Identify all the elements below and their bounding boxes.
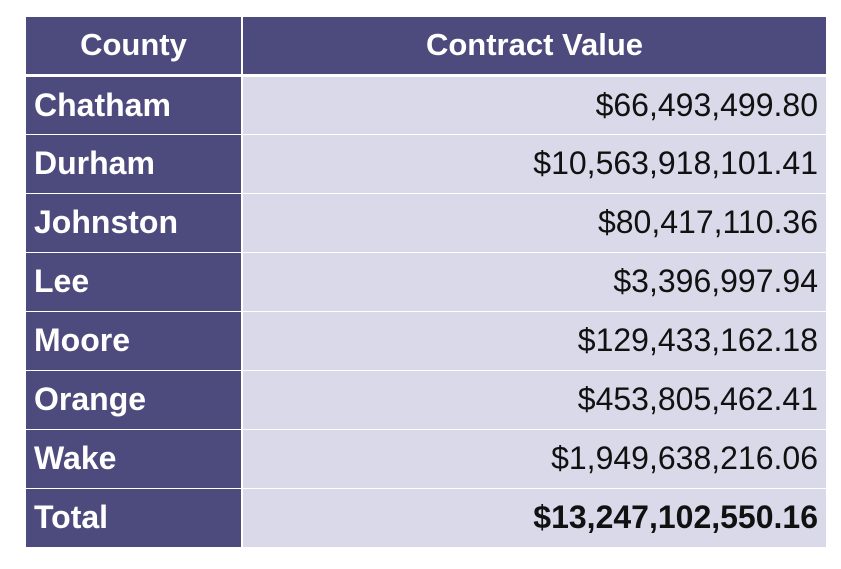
county-cell: Chatham <box>26 75 243 134</box>
county-cell: Durham <box>26 133 243 193</box>
contract-value-table: County Contract Value Chatham $66,493,49… <box>26 17 826 547</box>
county-cell: Johnston <box>26 192 243 252</box>
column-header-contract-value: Contract Value <box>241 17 826 77</box>
column-header-county: County <box>26 17 242 77</box>
table-row: Johnston $80,417,110.36 <box>26 192 826 252</box>
table-row: Durham $10,563,918,101.41 <box>26 133 826 193</box>
total-value: $13,247,102,550.16 <box>242 487 826 547</box>
county-cell: Moore <box>26 310 243 370</box>
total-row: Total $13,247,102,550.16 <box>26 487 826 547</box>
contract-value-cell: $1,949,638,216.06 <box>242 428 826 488</box>
county-cell: Lee <box>26 251 243 311</box>
contract-value-cell: $129,433,162.18 <box>242 310 826 370</box>
table-header-row: County Contract Value <box>26 17 826 77</box>
total-label: Total <box>26 487 243 547</box>
table-row: Orange $453,805,462.41 <box>26 369 826 429</box>
table-row: Wake $1,949,638,216.06 <box>26 428 826 488</box>
table-row: Chatham $66,493,499.80 <box>26 75 826 134</box>
table-row: Lee $3,396,997.94 <box>26 251 826 311</box>
contract-value-cell: $80,417,110.36 <box>242 192 826 252</box>
contract-value-cell: $453,805,462.41 <box>242 369 826 429</box>
county-cell: Wake <box>26 428 243 488</box>
table-row: Moore $129,433,162.18 <box>26 310 826 370</box>
contract-value-cell: $66,493,499.80 <box>242 75 826 134</box>
contract-value-cell: $3,396,997.94 <box>242 251 826 311</box>
contract-value-cell: $10,563,918,101.41 <box>242 133 826 193</box>
contract-value-table-container: County Contract Value Chatham $66,493,49… <box>26 17 826 547</box>
county-cell: Orange <box>26 369 243 429</box>
